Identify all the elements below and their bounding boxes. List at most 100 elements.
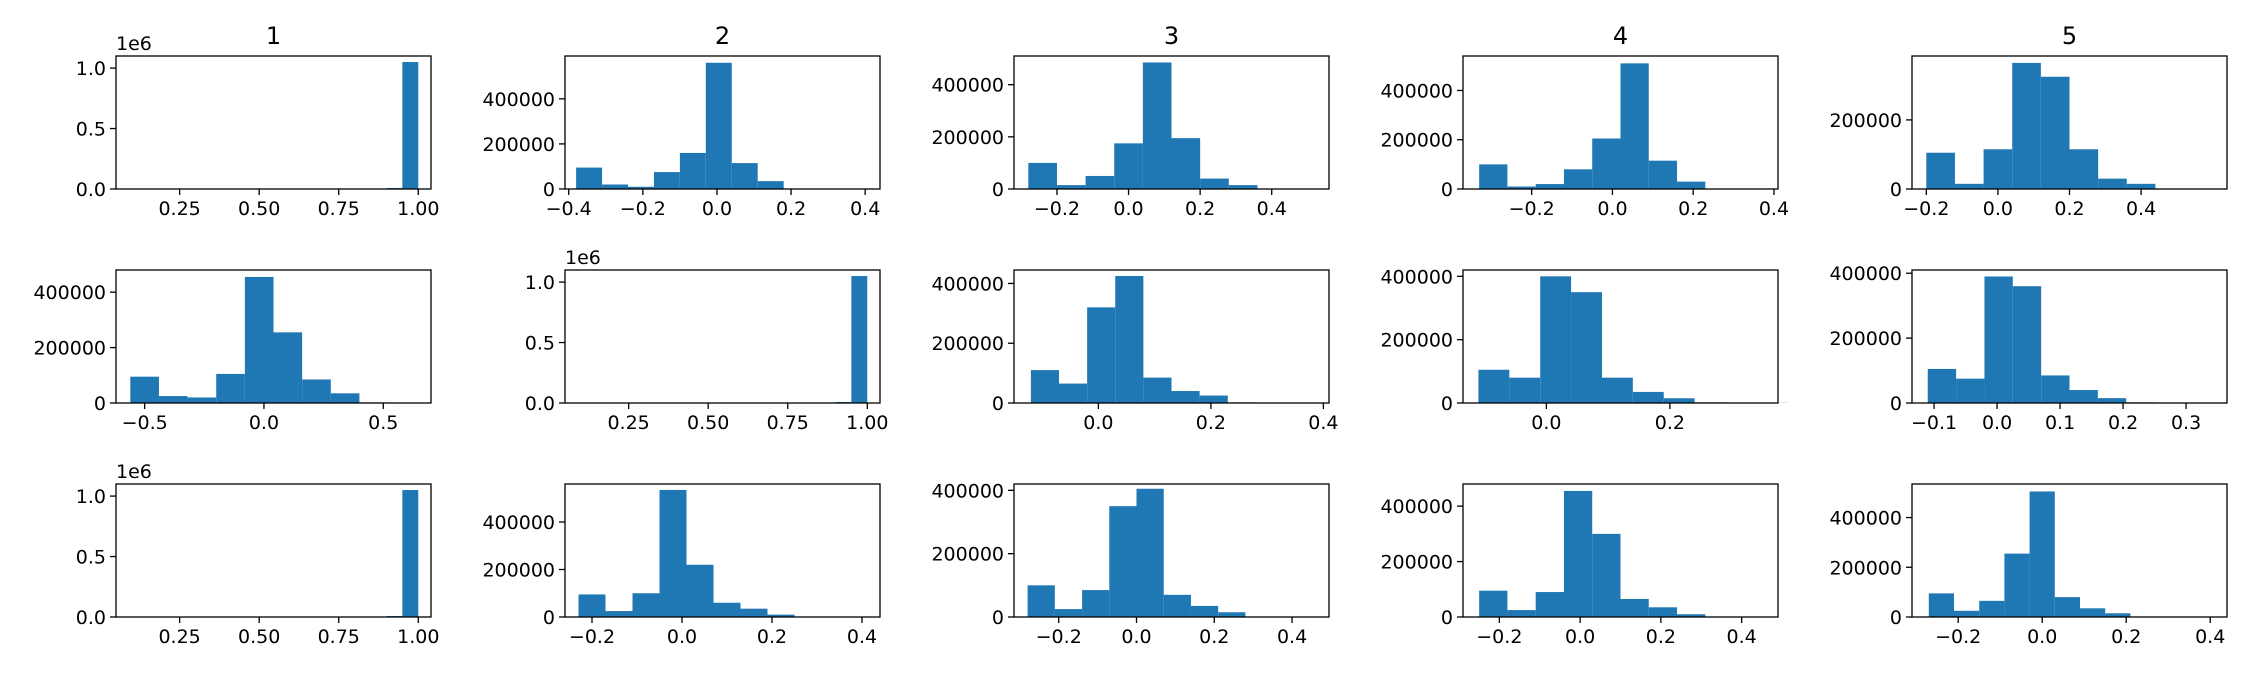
y-tick-label: 0	[1441, 179, 1453, 201]
x-tick-label: 0.4	[2195, 626, 2225, 648]
x-tick-label: 0.0	[667, 626, 697, 648]
y-tick-label: 0	[1890, 393, 1902, 415]
y-tick-label: 200000	[482, 134, 555, 156]
y-tick-label: 0.0	[76, 179, 106, 201]
axes-frame	[1462, 55, 1779, 190]
y-tick-label: 0.0	[525, 393, 555, 415]
histogram-bar	[402, 62, 419, 189]
x-tick-label: 0.0	[1983, 198, 2013, 220]
y-tick-label: 0	[992, 393, 1004, 415]
y-tick-label: 200000	[931, 127, 1004, 149]
y-tick-label: 0.5	[76, 547, 106, 569]
histogram-bar	[628, 186, 654, 189]
histogram-bar	[158, 396, 188, 403]
histogram-bar	[1082, 590, 1110, 617]
x-tick-label: 0.2	[757, 626, 787, 648]
y-tick-label: 0.5	[525, 333, 555, 355]
histogram-bar	[851, 276, 868, 403]
histogram-bar	[740, 608, 768, 617]
axes-frame	[564, 269, 881, 404]
y-tick-label: 0	[1890, 179, 1902, 201]
histogram-bar	[216, 373, 245, 403]
histogram-bar	[605, 611, 633, 617]
histogram-bar	[2097, 398, 2127, 403]
y-tick-label: 0	[94, 393, 106, 415]
histogram-bar	[1114, 143, 1143, 189]
histogram-bar	[1228, 185, 1258, 189]
subplot-r2-c5: −0.1 0.0 0.1 0.2 0.3 0 200000 400000	[1829, 263, 2228, 434]
histogram-bar	[1054, 609, 1083, 617]
y-axis-offset-text: 1e6	[565, 247, 601, 269]
y-tick-label: 0.5	[76, 119, 106, 141]
x-tick-label: 0.4	[847, 626, 877, 648]
histogram-bar	[1535, 184, 1564, 189]
y-tick-label: 400000	[1380, 496, 1453, 518]
histogram-bar	[273, 332, 303, 403]
y-tick-label: 0	[543, 607, 555, 629]
x-tick-label: 0.0	[1982, 412, 2012, 434]
x-tick-label: 0.25	[607, 412, 649, 434]
histogram-bar	[1115, 275, 1144, 403]
y-tick-label: 400000	[482, 512, 555, 534]
x-tick-label: 0.4	[1257, 198, 1287, 220]
axes-frame	[115, 483, 432, 618]
histogram-bar	[1059, 383, 1088, 403]
histogram-bar	[1984, 276, 2013, 403]
axes-frame	[564, 55, 881, 190]
x-tick-label: 0.25	[158, 626, 200, 648]
y-axis-offset-text: 1e6	[116, 33, 152, 55]
histogram-bar	[2012, 62, 2041, 189]
histogram-bar	[1218, 612, 1246, 617]
histogram-bar	[731, 163, 758, 189]
y-tick-label: 0.0	[76, 607, 106, 629]
x-tick-label: 0.2	[1185, 198, 1215, 220]
axes-frame	[1462, 269, 1779, 404]
x-tick-label: 0.2	[1646, 626, 1676, 648]
subplot-title: 4	[1613, 22, 1628, 50]
x-tick-label: 0.0	[1597, 198, 1627, 220]
subplot-title: 5	[2062, 22, 2077, 50]
histogram-bar	[1479, 590, 1508, 617]
histogram-bar	[1540, 276, 1572, 403]
histogram-bar	[1171, 138, 1201, 189]
histogram-bar	[244, 276, 274, 403]
y-tick-label: 1.0	[76, 58, 106, 80]
histogram-bar	[705, 62, 732, 190]
histogram-bar	[1507, 186, 1536, 189]
x-tick-label: −0.2	[620, 198, 666, 220]
histogram-bar	[2069, 149, 2099, 189]
x-tick-label: 0.75	[767, 412, 809, 434]
y-tick-label: 400000	[931, 480, 1004, 502]
x-tick-label: −0.2	[1034, 198, 1080, 220]
x-tick-label: 0.2	[1199, 626, 1229, 648]
subplot-r2-c4: 0.0 0.2 0 200000 400000	[1380, 266, 1788, 434]
y-tick-label: 200000	[931, 544, 1004, 566]
x-tick-label: 0.5	[368, 412, 398, 434]
histogram-bar	[1028, 162, 1057, 189]
histogram-bar	[1200, 178, 1229, 189]
x-tick-label: 0.0	[1083, 412, 1113, 434]
y-tick-label: 200000	[1380, 130, 1453, 152]
x-tick-label: −0.2	[1036, 626, 1082, 648]
subplot-r1-c4: −0.2 0.0 0.2 0.4 0 200000 400000 4	[1380, 22, 1789, 220]
x-tick-label: 0.2	[2111, 626, 2141, 648]
axes-frame	[1911, 483, 2228, 618]
y-tick-label: 1.0	[525, 272, 555, 294]
histogram-bar	[767, 614, 795, 618]
histogram-bar	[402, 490, 419, 617]
histogram-bar	[1928, 593, 1954, 617]
histogram-bar	[1143, 377, 1172, 403]
axes-frame	[1013, 269, 1330, 404]
x-tick-label: 1.00	[397, 626, 439, 648]
histogram-bar	[130, 376, 159, 403]
x-tick-label: 0.0	[1121, 626, 1151, 648]
x-tick-label: 0.3	[2171, 412, 2201, 434]
y-tick-label: 400000	[931, 273, 1004, 295]
y-tick-label: 0	[1441, 607, 1453, 629]
histogram-bar	[576, 167, 603, 189]
axes-frame	[115, 269, 432, 404]
histogram-bar	[1509, 377, 1541, 403]
y-tick-label: 400000	[482, 89, 555, 111]
x-tick-label: −0.1	[1911, 412, 1957, 434]
